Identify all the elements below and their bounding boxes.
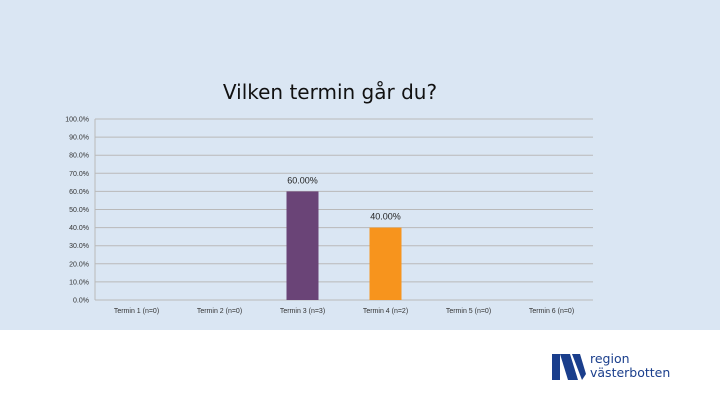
slide-background: [0, 0, 720, 330]
y-tick-label: 100.0%: [65, 117, 89, 124]
bar-chart: 0.0% 10.0% 20.0% 30.0% 40.0% 50.0% 60.0% 70.0% 8…: [65, 117, 593, 315]
data-label: 40.00%: [370, 212, 401, 222]
y-axis-ticks: 0.0% 10.0% 20.0% 30.0% 40.0% 50.0% 60.0% 70.0% 8…: [65, 117, 89, 305]
x-tick-label: Termin 5 (n=0): [446, 308, 491, 315]
bar: [369, 227, 402, 300]
x-axis-ticks: Termin 1 (n=0) Termin 2 (n=0) Termin 3 (n=…: [114, 308, 574, 315]
y-tick-label: 70.0%: [69, 171, 89, 178]
x-tick-label: Termin 1 (n=0): [114, 308, 159, 315]
logo-mark-icon: [552, 354, 586, 380]
gridlines: [94, 118, 593, 301]
y-tick-label: 30.0%: [69, 243, 89, 250]
logo-line-1: region: [590, 351, 630, 366]
y-tick-label: 40.0%: [69, 225, 89, 232]
logo-line-2: västerbotten: [590, 365, 671, 380]
y-tick-label: 90.0%: [69, 135, 89, 142]
y-tick-label: 0.0%: [73, 298, 89, 305]
bar: [286, 191, 319, 300]
y-tick-label: 50.0%: [69, 207, 89, 214]
bars: [286, 191, 402, 300]
x-tick-label: Termin 2 (n=0): [197, 308, 242, 315]
x-tick-label: Termin 6 (n=0): [529, 308, 574, 315]
y-tick-label: 10.0%: [69, 279, 89, 286]
region-vasterbotten-logo: region västerbotten: [552, 352, 702, 384]
x-tick-label: Termin 4 (n=2): [363, 308, 408, 315]
y-tick-label: 20.0%: [69, 261, 89, 268]
data-labels: 60.00% 40.00%: [287, 175, 401, 221]
data-label: 60.00%: [287, 175, 318, 185]
y-tick-label: 80.0%: [69, 153, 89, 160]
chart-title: Vilken termin går du?: [222, 80, 438, 104]
y-tick-label: 60.0%: [69, 189, 89, 196]
x-tick-label: Termin 3 (n=3): [280, 308, 325, 315]
